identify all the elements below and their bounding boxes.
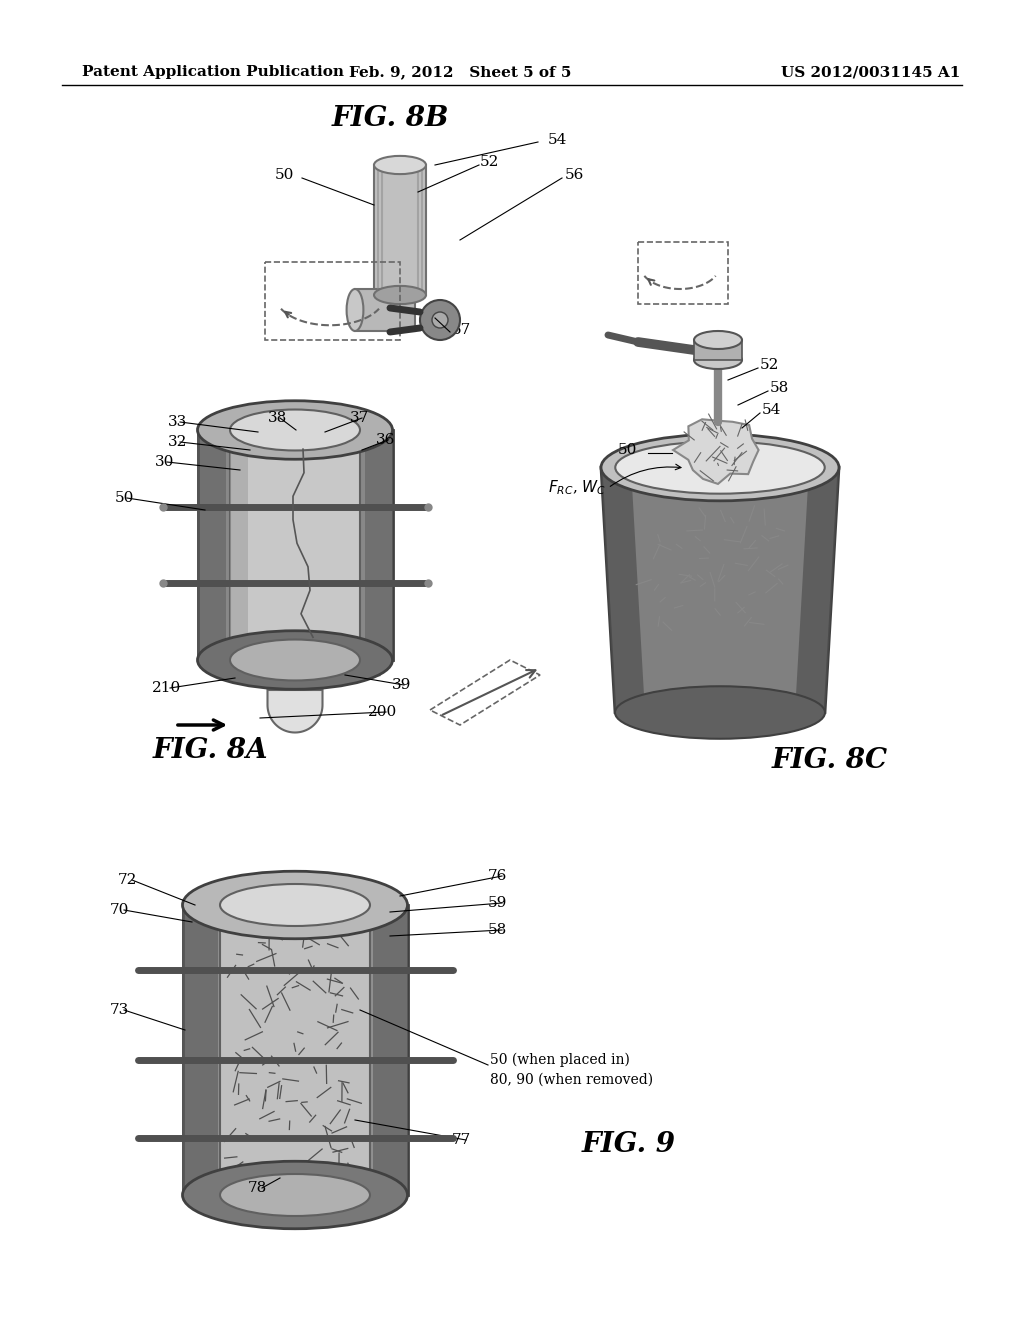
Text: 50: 50 [115,491,134,506]
Text: 78: 78 [248,1181,267,1195]
Polygon shape [355,289,415,331]
Polygon shape [601,467,839,713]
Text: Patent Application Publication: Patent Application Publication [82,65,344,79]
Ellipse shape [615,441,824,494]
Text: FIG. 8A: FIG. 8A [153,737,267,763]
Ellipse shape [694,351,742,370]
Ellipse shape [230,409,360,450]
Polygon shape [182,906,408,1195]
Text: 72: 72 [118,873,137,887]
Polygon shape [365,430,392,660]
Polygon shape [198,430,392,660]
Ellipse shape [182,1162,408,1229]
Polygon shape [230,440,248,651]
Text: 73: 73 [110,1003,129,1016]
Polygon shape [198,430,225,660]
Text: FIG. 9: FIG. 9 [582,1131,676,1159]
Polygon shape [430,660,540,725]
Text: 50 (when placed in): 50 (when placed in) [490,1053,630,1067]
Bar [265,261,400,341]
Text: 33: 33 [168,414,187,429]
Text: 200: 200 [368,705,397,719]
Text: 30: 30 [155,455,174,469]
Text: 58: 58 [488,923,507,937]
Text: 210: 210 [152,681,181,696]
Text: 58: 58 [770,381,790,395]
Ellipse shape [374,156,426,174]
Polygon shape [267,690,323,733]
Ellipse shape [182,871,408,939]
Text: 37: 37 [350,411,370,425]
Text: 54: 54 [762,403,781,417]
Text: 50: 50 [275,168,294,182]
Ellipse shape [220,1173,370,1216]
Ellipse shape [220,884,370,927]
Text: 76: 76 [488,869,507,883]
Polygon shape [795,467,839,713]
Text: 52: 52 [760,358,779,372]
Polygon shape [373,906,408,1195]
Text: 54: 54 [548,133,567,147]
Text: US 2012/0031145 A1: US 2012/0031145 A1 [780,65,961,79]
Polygon shape [182,906,217,1195]
Text: $F_{RC}$, $W_C$: $F_{RC}$, $W_C$ [548,479,606,498]
Text: 50: 50 [618,444,637,457]
Polygon shape [694,341,742,360]
Ellipse shape [615,686,825,739]
Ellipse shape [374,286,426,304]
Polygon shape [374,165,426,294]
Ellipse shape [601,434,839,500]
Polygon shape [673,420,759,484]
Text: 77: 77 [452,1133,471,1147]
Text: 56: 56 [565,168,585,182]
Ellipse shape [198,631,392,689]
Text: FIG. 8B: FIG. 8B [331,104,449,132]
Ellipse shape [230,639,360,681]
Ellipse shape [694,331,742,348]
Text: 70: 70 [110,903,129,917]
Text: 80, 90 (when removed): 80, 90 (when removed) [490,1073,653,1086]
Text: 59: 59 [488,896,507,909]
Polygon shape [220,913,370,1187]
Text: Feb. 9, 2012   Sheet 5 of 5: Feb. 9, 2012 Sheet 5 of 5 [349,65,571,79]
Circle shape [432,312,449,327]
Text: 57: 57 [452,323,471,337]
Text: 36: 36 [376,433,395,447]
Text: 32: 32 [168,436,187,449]
Text: FIG. 8C: FIG. 8C [772,747,888,774]
Ellipse shape [198,401,392,459]
Polygon shape [601,467,645,713]
Text: 52: 52 [480,154,500,169]
Polygon shape [230,440,360,651]
Bar [638,242,728,304]
Ellipse shape [346,289,364,331]
Text: 39: 39 [392,678,412,692]
Circle shape [420,300,460,341]
Text: 38: 38 [268,411,288,425]
